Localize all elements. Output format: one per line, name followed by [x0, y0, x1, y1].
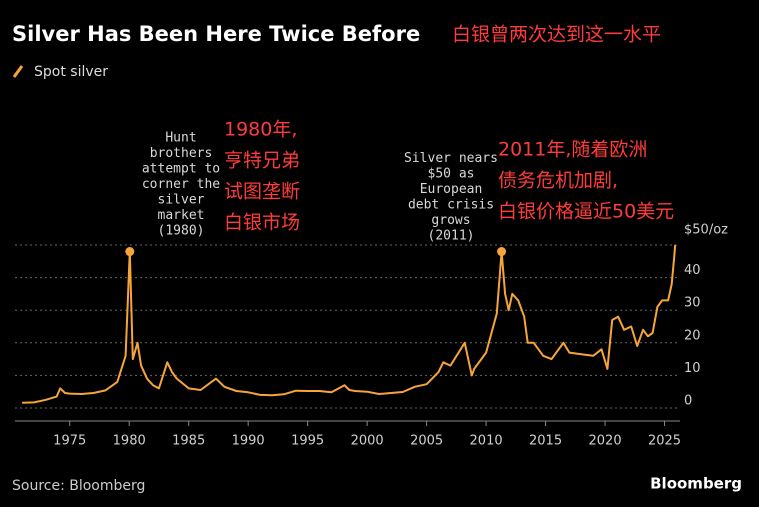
y-tick-label: 30 [684, 296, 701, 311]
annotation-zh: 债务危机加剧, [498, 170, 618, 192]
y-tick-label: 40 [684, 263, 701, 278]
x-tick-label: 2020 [589, 434, 622, 449]
legend-label: Spot silver [34, 64, 108, 80]
annotation-marker [497, 247, 507, 257]
annotation: corner the [142, 177, 220, 192]
annotation-zh: 白银价格逼近50美元 [498, 201, 674, 223]
annotation-zh: 白银市场 [224, 212, 300, 234]
y-tick-label: $50/oz [684, 223, 728, 238]
annotation: $50 as [428, 167, 475, 182]
annotation: (2011) [428, 229, 475, 244]
x-tick-label: 2025 [648, 434, 681, 449]
annotation: attempt to [142, 162, 220, 177]
annotation: silver [158, 193, 205, 208]
y-tick-label: 20 [684, 328, 701, 343]
annotation: Hunt [165, 131, 196, 146]
annotation: European [420, 182, 483, 197]
x-tick-label: 1980 [113, 434, 146, 449]
annotation-zh: 2011年,随着欧洲 [498, 139, 647, 161]
annotation-zh: 亨特兄弟 [224, 150, 300, 172]
x-tick-label: 1995 [291, 434, 324, 449]
y-tick-label: 0 [684, 393, 692, 408]
x-tick-label: 2000 [351, 434, 384, 449]
x-tick-label: 1975 [53, 434, 86, 449]
annotation: debt crisis [408, 198, 494, 213]
source: Source: Bloomberg [12, 478, 145, 494]
annotation: Silver nears [404, 151, 498, 166]
annotation: market [158, 208, 205, 223]
x-tick-label: 2005 [410, 434, 443, 449]
brand: Bloomberg [650, 475, 742, 493]
annotation: brothers [150, 146, 213, 161]
x-tick-label: 1985 [172, 434, 205, 449]
chart-title: Silver Has Been Here Twice Before [12, 22, 420, 46]
x-tick-label: 2015 [529, 434, 562, 449]
annotation-zh: 1980年, [224, 119, 297, 141]
annotation-zh: 试图垄断 [224, 181, 300, 203]
x-tick-label: 2010 [470, 434, 503, 449]
line [22, 244, 677, 404]
legend-swatch [12, 65, 24, 78]
chart-title-zh: 白银曾两次达到这一水平 [452, 24, 661, 46]
x-tick-label: 1990 [232, 434, 265, 449]
y-tick-label: 10 [684, 361, 701, 376]
annotation: grows [431, 213, 470, 228]
annotation: (1980) [158, 224, 205, 239]
annotation-marker [125, 247, 135, 257]
